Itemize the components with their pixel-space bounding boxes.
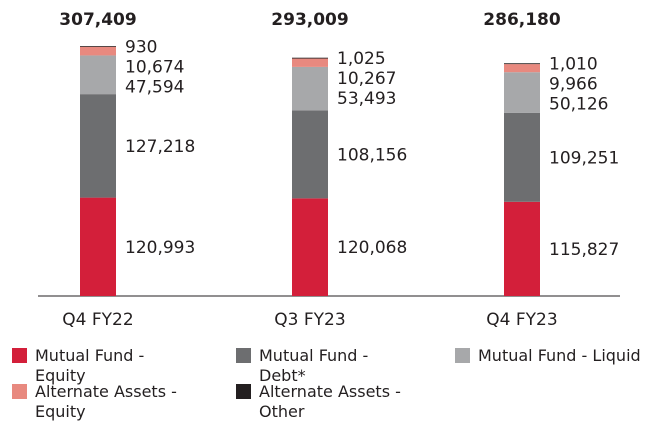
- data-label: 930: [125, 37, 157, 57]
- legend-swatch: [455, 348, 470, 363]
- data-label: 47,594: [125, 77, 184, 97]
- bar-segment: [80, 46, 116, 56]
- data-label: 120,993: [125, 238, 195, 258]
- data-label: 1,010: [549, 55, 598, 75]
- total-label: 307,409: [59, 10, 136, 30]
- bar-segment: [504, 72, 540, 113]
- total-label: 286,180: [483, 10, 561, 30]
- data-label: 108,156: [337, 145, 407, 165]
- legend-swatch: [12, 384, 27, 399]
- legend-label: Mutual Fund - Equity: [35, 346, 145, 385]
- bar-segment: [504, 112, 540, 202]
- bar-segment: [80, 197, 116, 296]
- legend-item: Alternate Assets - Other: [236, 382, 419, 422]
- legend-swatch: [236, 348, 251, 363]
- data-label: 53,493: [337, 89, 396, 109]
- legend-label: Mutual Fund - Liquid: [478, 346, 641, 365]
- legend-item: Mutual Fund - Equity: [12, 346, 195, 386]
- bar-segment: [504, 64, 540, 73]
- legend-label: Alternate Assets - Equity: [35, 382, 177, 421]
- bar-segment: [292, 198, 328, 296]
- data-label: 120,068: [337, 238, 407, 258]
- legend-item: Mutual Fund - Liquid: [455, 346, 658, 366]
- data-label: 109,251: [549, 148, 619, 168]
- bar-segment: [292, 57, 328, 59]
- bar-segment: [80, 94, 116, 198]
- bar-segment: [292, 110, 328, 199]
- legend-item: Alternate Assets - Equity: [12, 382, 195, 422]
- legend-swatch: [12, 348, 27, 363]
- bar-segment: [504, 63, 540, 65]
- bar-segment: [80, 55, 116, 95]
- legend-item: Mutual Fund - Debt*: [236, 346, 419, 386]
- data-label: 127,218: [125, 137, 195, 157]
- legend-label: Mutual Fund - Debt*: [259, 346, 369, 385]
- x-tick-label: Q4 FY23: [486, 310, 557, 330]
- data-label: 115,827: [549, 240, 619, 260]
- legend-label: Alternate Assets - Other: [259, 382, 401, 421]
- x-tick-label: Q3 FY23: [274, 310, 345, 330]
- x-tick-label: Q4 FY22: [62, 310, 133, 330]
- bar-segment: [80, 46, 116, 47]
- legend-swatch: [236, 384, 251, 399]
- legend: Mutual Fund - Equity Mutual Fund - Debt* M…: [0, 340, 658, 424]
- data-label: 10,267: [337, 69, 396, 89]
- bar-segment: [292, 66, 328, 111]
- bar-segment: [292, 58, 328, 67]
- data-label: 9,966: [549, 75, 598, 95]
- data-label: 50,126: [549, 95, 608, 115]
- data-label: 1,025: [337, 49, 386, 69]
- data-label: 10,674: [125, 57, 184, 77]
- bar-segment: [504, 201, 540, 296]
- total-label: 293,009: [271, 10, 348, 30]
